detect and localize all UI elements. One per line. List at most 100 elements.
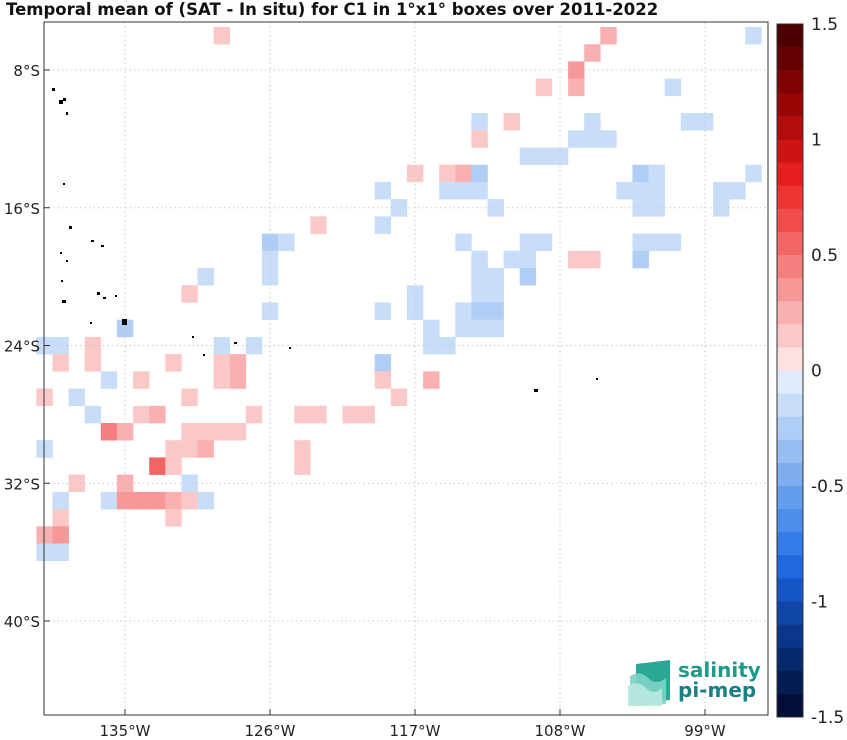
grid-cell — [390, 388, 408, 406]
grid-cell — [213, 336, 230, 355]
grid-cell — [342, 405, 359, 424]
grid-cell — [471, 164, 488, 183]
grid-cell — [374, 302, 392, 320]
grid-cell — [503, 250, 520, 269]
colorbar-swatch — [777, 93, 803, 117]
longitude-ticks: 135°W 126°W 117°W 108°W 99°W — [100, 709, 726, 740]
y-tick-label: 24°S — [4, 338, 40, 356]
islands — [52, 88, 598, 392]
grid-cell — [197, 423, 214, 441]
grid-cell — [374, 371, 392, 389]
grid-cell — [519, 147, 537, 165]
grid-cell — [358, 405, 375, 424]
grid-cell — [519, 250, 537, 269]
grid-cell — [229, 423, 247, 441]
colorbar-swatch — [777, 439, 803, 464]
grid-cell — [535, 147, 553, 165]
grid-cell — [487, 302, 504, 320]
grid-cell — [471, 302, 488, 320]
x-tick-label: 126°W — [245, 722, 296, 740]
colorbar-swatch — [777, 601, 803, 625]
island — [203, 354, 205, 356]
colorbar-swatch — [777, 670, 803, 695]
grid-cell — [439, 164, 456, 183]
grid-cell — [261, 268, 279, 286]
grid-cell — [52, 543, 69, 561]
grid-cell — [471, 285, 488, 303]
grid-cell — [568, 130, 585, 148]
grid-cell — [584, 250, 601, 269]
colorbar-swatch — [777, 555, 803, 579]
grid-cell — [245, 336, 263, 355]
grid-cell — [584, 44, 601, 62]
colorbar-swatch — [777, 370, 803, 394]
grid-cell — [133, 491, 150, 510]
island — [66, 112, 68, 115]
colorbar-swatch — [777, 255, 803, 279]
x-tick-label: 108°W — [535, 722, 586, 740]
grid-cell — [519, 268, 537, 286]
grid-cell — [471, 130, 488, 148]
colorbar-swatch — [777, 324, 803, 348]
grid-cell — [471, 319, 488, 338]
grid-cell — [713, 181, 730, 200]
grid-cell — [439, 336, 456, 355]
island — [122, 319, 127, 325]
colorbar-ticks: 1.5 1 0.5 0 -0.5 -1 -1.5 — [811, 15, 844, 728]
colorbar-swatch — [777, 416, 803, 441]
grid-cell — [261, 250, 279, 269]
grid-cell — [632, 199, 649, 217]
colorbar-tick-label: -1.5 — [811, 708, 844, 728]
grid-cell — [165, 457, 182, 475]
island — [61, 280, 63, 282]
grid-cell — [294, 405, 311, 424]
grid-cell — [181, 440, 198, 458]
island — [91, 240, 94, 242]
colorbar-swatch — [777, 532, 803, 556]
grid-cell — [487, 268, 504, 286]
grid-cell — [213, 27, 230, 45]
grid-cell — [149, 457, 166, 475]
grid-cell — [36, 526, 53, 544]
grid-cell — [471, 268, 488, 286]
colorbar-swatch — [777, 70, 803, 94]
colorbar-swatch — [777, 624, 803, 649]
grid-cell — [245, 405, 263, 424]
logo-text-salinity: salinity — [678, 658, 761, 682]
island — [289, 347, 291, 349]
grid-cell — [568, 78, 585, 97]
grid-cell — [374, 354, 392, 372]
grid-cell — [374, 181, 392, 200]
grid-cell — [535, 78, 553, 97]
grid-cell — [406, 164, 424, 183]
grid-cell — [52, 354, 69, 372]
grid-cell — [52, 526, 69, 544]
colorbar-swatch — [777, 693, 803, 718]
grid-cell — [197, 440, 214, 458]
grid-cell — [100, 491, 118, 510]
grid-cell — [439, 181, 456, 200]
grid-cell — [455, 319, 472, 338]
grid-cell — [310, 405, 327, 424]
grid-cell — [471, 113, 488, 131]
grid-cell — [664, 233, 682, 252]
colorbar-swatch — [777, 509, 803, 533]
grid-cell — [36, 440, 53, 458]
island — [97, 292, 100, 295]
colorbar-swatch — [777, 462, 803, 487]
island — [192, 336, 194, 338]
grid-cell — [616, 181, 633, 200]
grid-cell — [487, 319, 504, 338]
grid-cell — [36, 543, 53, 561]
island — [60, 252, 62, 254]
grid-cell — [213, 371, 230, 389]
grid-cell — [632, 181, 649, 200]
grid-cell — [487, 199, 504, 217]
colorbar-swatch — [777, 301, 803, 325]
grid-cell — [181, 474, 198, 493]
grid-cell — [133, 405, 150, 424]
colorbar-tick-label: -0.5 — [811, 477, 844, 497]
colorbar-swatch — [777, 486, 803, 510]
colorbar-tick-label: 1.5 — [811, 15, 838, 35]
grid-cell — [181, 285, 198, 303]
